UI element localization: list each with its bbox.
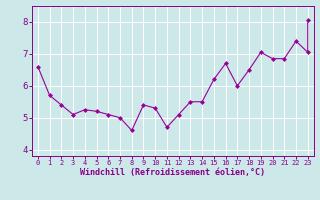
X-axis label: Windchill (Refroidissement éolien,°C): Windchill (Refroidissement éolien,°C) (80, 168, 265, 177)
